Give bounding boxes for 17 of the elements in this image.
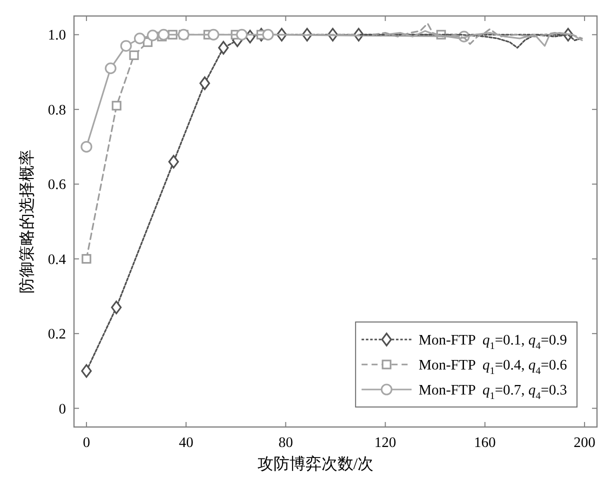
x-axis-title: 攻防博弈次数/次 (257, 455, 374, 473)
x-tick-label: 160 (474, 435, 496, 451)
legend-label: Mon-FTP q$_{1}$=0.7, q$_{4}$=0.3 (418, 382, 567, 402)
legend-label: Mon-FTP q$_{1}$=0.1, q$_{4}$=0.9 (418, 332, 567, 352)
y-tick-label: 0 (58, 401, 66, 418)
x-tick-label: 80 (278, 435, 293, 451)
x-tick-label: 0 (82, 435, 90, 451)
y-axis-title: 防御策略的选择概率 (18, 150, 36, 294)
x-tick-label: 200 (574, 435, 596, 451)
y-tick-label: 0.2 (48, 326, 66, 343)
x-tick-label: 40 (178, 435, 194, 451)
y-tick-label: 0.8 (48, 102, 66, 118)
y-tick-label: 0.6 (48, 177, 66, 194)
x-tick-label: 120 (374, 435, 396, 451)
legend-label: Mon-FTP q$_{1}$=0.4, q$_{4}$=0.6 (418, 358, 567, 377)
y-tick-label: 0.4 (48, 252, 67, 268)
y-tick-label: 1.0 (48, 28, 66, 44)
